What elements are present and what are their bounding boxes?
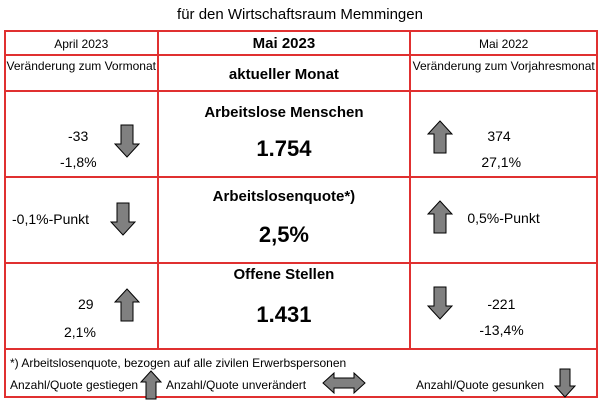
arrow-up-icon — [427, 200, 454, 234]
row-arbeitslose: -33 -1,8% Arbeitslose Menschen 1.754 374… — [4, 90, 598, 178]
header-right-sub: Veränderung zum Vorjahresmonat — [409, 54, 598, 92]
arrow-up-icon — [140, 370, 162, 400]
header-row-sub: Veränderung zum Vormonat aktueller Monat… — [4, 54, 598, 92]
row-quote: -0,1%-Punkt Arbeitslosenquote*) 2,5% 0,5… — [4, 176, 598, 264]
page-title: für den Wirtschaftsraum Memmingen — [177, 6, 423, 23]
row2-left-abs: -0,1%-Punkt — [12, 211, 90, 227]
row3-left-cell: 29 2,1% — [4, 262, 159, 350]
footnote-row: *) Arbeitslosenquote, bezogen auf alle z… — [4, 348, 598, 400]
row1-value: 1.754 — [256, 136, 312, 161]
header-left-month: April 2023 — [4, 30, 159, 56]
row-offene-stellen: 29 2,1% Offene Stellen 1.431 -221 -13,4% — [4, 262, 598, 350]
arrow-down-icon — [554, 368, 576, 398]
arrow-left-right-icon — [322, 372, 366, 394]
row1-left-pct: -1,8% — [60, 154, 97, 170]
arrow-down-icon — [110, 202, 136, 236]
row1-left-abs: -33 — [68, 128, 89, 144]
header-row-months: April 2023 Mai 2023 Mai 2022 — [4, 30, 598, 56]
row3-right-cell: -221 -13,4% — [409, 262, 598, 350]
header-center-sub: aktueller Monat — [156, 54, 412, 92]
header-right-month: Mai 2022 — [409, 30, 598, 56]
row2-right-cell: 0,5%-Punkt — [409, 176, 598, 264]
row3-heading: Offene Stellen — [233, 266, 335, 283]
row3-right-abs: -221 — [487, 296, 516, 312]
header-center-month: Mai 2023 — [156, 30, 412, 56]
row2-value: 2,5% — [258, 222, 309, 247]
row2-left-cell: -0,1%-Punkt — [4, 176, 159, 264]
row3-right-pct: -13,4% — [479, 322, 524, 338]
row2-right-abs: 0,5%-Punkt — [467, 210, 540, 226]
row2-center-cell: Arbeitslosenquote*) 2,5% — [156, 176, 412, 264]
legend-up-label: Anzahl/Quote gestiegen — [10, 378, 139, 392]
header-left-sub: Veränderung zum Vormonat — [4, 54, 159, 92]
arrow-down-icon — [427, 286, 454, 320]
row3-left-pct: 2,1% — [64, 324, 96, 340]
row1-right-cell: 374 27,1% — [409, 90, 598, 178]
arrow-up-icon — [427, 120, 454, 154]
row1-heading: Arbeitslose Menschen — [204, 104, 364, 121]
footnote-cell: *) Arbeitslosenquote, bezogen auf alle z… — [4, 348, 598, 400]
row3-value: 1.431 — [256, 302, 312, 327]
row1-right-abs: 374 — [487, 128, 511, 144]
labour-market-table: April 2023 Mai 2023 Mai 2022 Veränderung… — [4, 30, 598, 400]
legend-down-label: Anzahl/Quote gesunken — [416, 378, 545, 392]
row1-right-pct: 27,1% — [481, 154, 522, 170]
footnote: *) Arbeitslosenquote, bezogen auf alle z… — [10, 356, 347, 370]
arrow-down-icon — [114, 124, 140, 158]
legend-same-label: Anzahl/Quote unverändert — [166, 378, 307, 392]
row1-center-cell: Arbeitslose Menschen 1.754 — [156, 90, 412, 178]
row2-heading: Arbeitslosenquote*) — [212, 188, 356, 205]
row3-left-abs: 29 — [78, 296, 94, 312]
arrow-up-icon — [114, 288, 140, 322]
row3-center-cell: Offene Stellen 1.431 — [156, 262, 412, 350]
row1-left-cell: -33 -1,8% — [4, 90, 159, 178]
